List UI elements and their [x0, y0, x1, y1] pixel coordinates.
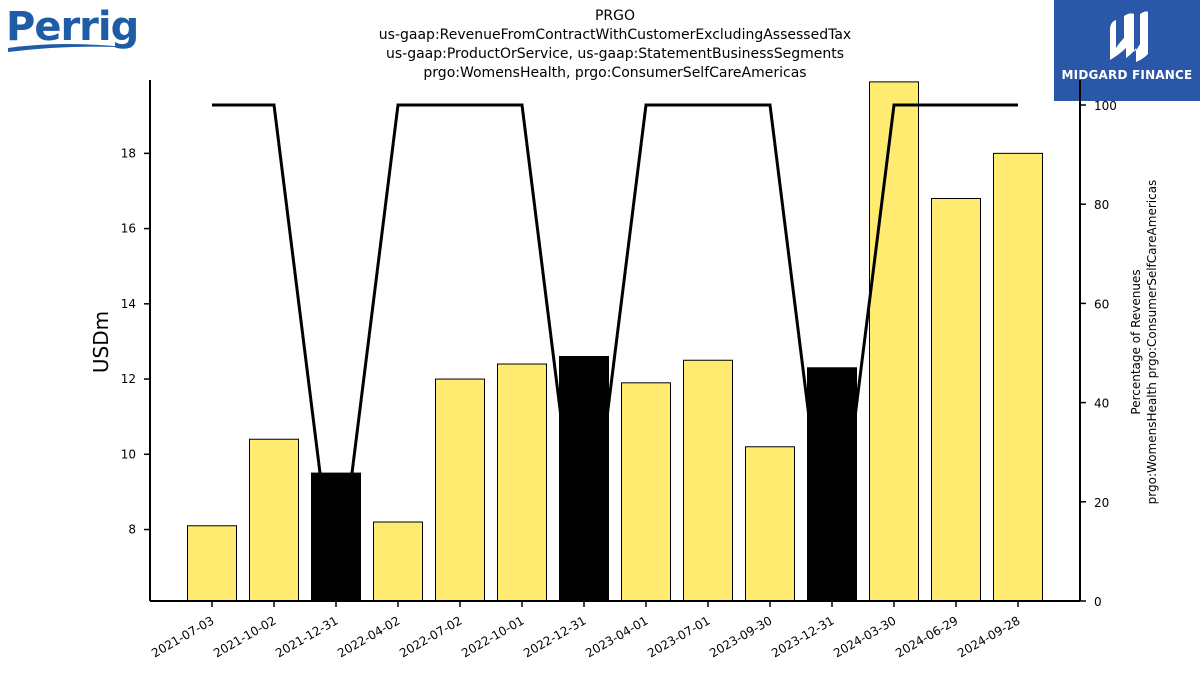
perrigo-logo: Perrigo	[6, 4, 140, 52]
midgard-mark-icon	[1110, 11, 1148, 63]
bar	[497, 363, 547, 602]
axis-labels: USDm Percentage of Revenues prgo:WomensHea…	[89, 180, 1159, 505]
percentage-line	[212, 103, 1018, 602]
bar	[311, 472, 361, 602]
x-tick-label: 2022-07-02	[397, 613, 464, 660]
x-tick-label: 2021-12-31	[273, 613, 340, 660]
y-tick-label: 14	[121, 297, 136, 311]
bar	[435, 378, 485, 602]
title-line: PRGO	[595, 8, 635, 24]
bar	[621, 382, 671, 602]
x-tick-label: 2021-10-02	[211, 613, 278, 660]
y2-tick-label: 60	[1094, 297, 1109, 311]
perrigo-swoosh	[8, 44, 134, 52]
x-tick-label: 2022-12-31	[521, 613, 588, 660]
bar	[683, 359, 733, 602]
y-tick-label: 16	[121, 222, 136, 236]
bar	[373, 521, 423, 602]
bar	[249, 438, 299, 602]
bar	[931, 197, 981, 602]
perrigo-logo-text: Perrigo	[6, 4, 140, 50]
x-tick-label: 2023-09-30	[707, 613, 774, 660]
x-tick-label: 2024-03-30	[831, 613, 898, 660]
bar	[745, 446, 795, 602]
y2-tick-label: 20	[1094, 496, 1109, 510]
title-line: us-gaap:ProductOrService, us-gaap:Statem…	[386, 46, 844, 62]
bar	[187, 525, 237, 602]
x-tick-label: 2021-07-03	[149, 613, 216, 660]
y-tick-label: 8	[128, 523, 136, 537]
y2-tick-label: 0	[1094, 595, 1102, 609]
bar	[993, 152, 1043, 602]
y2-tick-label: 100	[1094, 99, 1117, 113]
midgard-finance-logo: MIDGARD FINANCE	[1054, 0, 1200, 101]
title-line: prgo:WomensHealth, prgo:ConsumerSelfCare…	[423, 65, 806, 81]
bar	[807, 367, 857, 602]
y2-tick-label: 40	[1094, 397, 1109, 411]
y-tick-label: 12	[121, 372, 136, 386]
x-tick-label: 2022-10-01	[459, 613, 526, 660]
chart-title: PRGO us-gaap:RevenueFromContractWithCusto…	[379, 8, 851, 81]
x-tick-label: 2023-04-01	[583, 613, 650, 660]
percentage-line-series	[212, 103, 1018, 602]
y2-tick-label: 80	[1094, 198, 1109, 212]
y2-axis-label: Percentage of Revenues	[1129, 269, 1143, 414]
y-axis-label: USDm	[89, 311, 113, 373]
y-tick-label: 18	[121, 146, 136, 160]
x-tick-label: 2024-06-29	[893, 613, 960, 660]
x-tick-label: 2024-09-28	[955, 613, 1022, 660]
y-tick-label: 10	[121, 447, 136, 461]
x-tick-label: 2023-07-01	[645, 613, 712, 660]
midgard-logo-text: MIDGARD FINANCE	[1061, 68, 1193, 82]
bar	[869, 81, 919, 602]
x-tick-label: 2022-04-02	[335, 613, 402, 660]
y2-axis-label: prgo:WomensHealth prgo:ConsumerSelfCareA…	[1145, 180, 1159, 505]
x-tick-label: 2023-12-31	[769, 613, 836, 660]
bar	[559, 355, 609, 602]
title-line: us-gaap:RevenueFromContractWithCustomerE…	[379, 27, 851, 43]
